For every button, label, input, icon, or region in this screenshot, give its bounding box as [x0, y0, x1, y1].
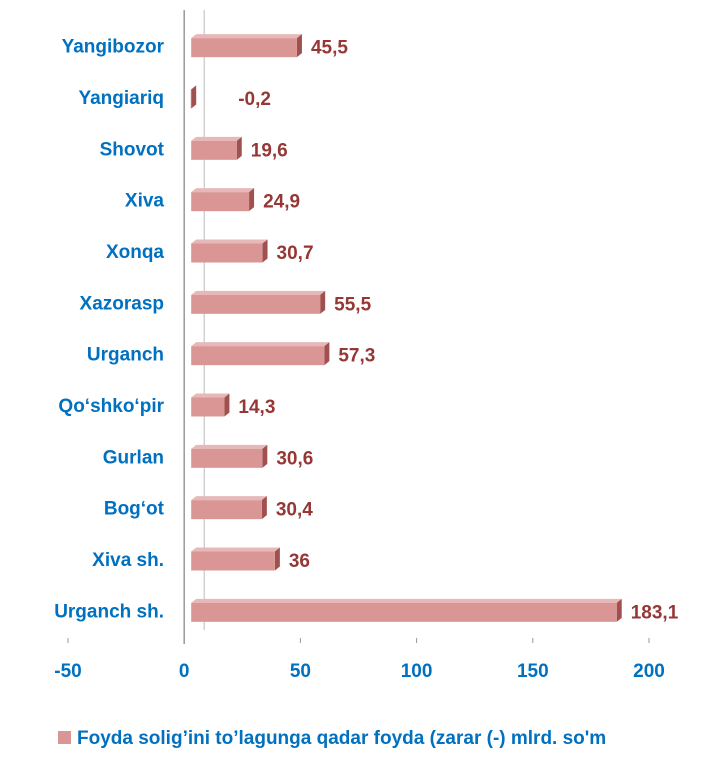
chart: -50 0 50 100 150 200 Yangibozor 45,5 Yangiariq -0…	[54, 10, 679, 682]
x-tick-label: 200	[633, 661, 665, 682]
bar	[191, 551, 275, 571]
category-label: Xonqa	[106, 242, 164, 263]
bar-top	[191, 547, 280, 552]
bar-top	[191, 290, 326, 295]
bar	[191, 500, 262, 520]
bar-side	[296, 34, 302, 58]
legend-key	[58, 731, 71, 744]
bar-side	[616, 598, 622, 622]
value-label: 36	[289, 551, 310, 572]
value-label: 183,1	[631, 602, 679, 623]
bar-side	[262, 444, 268, 468]
bar-top	[191, 496, 267, 501]
value-label: 55,5	[334, 294, 371, 315]
value-label: -0,2	[238, 89, 271, 110]
bar-top	[191, 34, 302, 39]
x-tick-label: 0	[179, 661, 190, 682]
x-tick-label: 50	[290, 661, 311, 682]
bar-top	[191, 393, 230, 398]
bar-side	[249, 188, 255, 212]
bar	[191, 38, 297, 58]
value-label: 30,7	[277, 243, 314, 264]
category-label: Gurlan	[103, 447, 164, 468]
bar-top	[191, 444, 268, 449]
bar-side	[262, 239, 268, 263]
category-label: Xazorasp	[80, 293, 164, 314]
category-label: Xiva	[125, 191, 165, 212]
value-label: 57,3	[338, 346, 375, 367]
category-label: Qo‘shko‘pir	[58, 396, 164, 417]
value-label: 19,6	[251, 140, 288, 161]
bar-side	[236, 136, 242, 160]
bar-top	[191, 239, 268, 244]
category-label: Yangiariq	[78, 88, 164, 109]
bar	[191, 602, 617, 622]
x-tick-label: 100	[401, 661, 433, 682]
value-label: 14,3	[238, 397, 275, 418]
value-label: 30,6	[276, 448, 313, 469]
bar-side	[324, 342, 330, 366]
bar-side	[261, 496, 267, 520]
bar-top	[191, 188, 255, 193]
bar-side	[320, 290, 326, 314]
bar	[191, 294, 321, 314]
category-label: Xiva sh.	[92, 550, 164, 571]
value-label: 45,5	[311, 38, 348, 59]
value-label: 30,4	[276, 500, 313, 521]
legend: Foyda solig’ini to’lagunga qadar foyda (…	[58, 728, 658, 750]
bar	[191, 243, 263, 263]
category-label: Shovot	[100, 139, 165, 160]
value-label: 24,9	[263, 192, 300, 213]
bar-side	[274, 547, 280, 571]
bar	[191, 448, 263, 468]
bar	[191, 346, 325, 366]
bar	[191, 192, 250, 212]
bar-top	[191, 342, 330, 347]
category-label: Urganch sh.	[54, 601, 164, 622]
category-label: Yangibozor	[62, 37, 165, 58]
bar-side	[224, 393, 230, 417]
bar	[191, 140, 237, 160]
bar-top	[191, 598, 622, 603]
bar-side	[191, 85, 197, 109]
bar	[191, 397, 225, 417]
bar-top	[190, 85, 197, 90]
category-label: Urganch	[87, 345, 164, 366]
bar-top	[191, 136, 242, 141]
x-tick-label: -50	[54, 661, 81, 682]
category-label: Bog‘ot	[104, 499, 165, 520]
x-tick-label: 150	[517, 661, 549, 682]
legend-label: Foyda solig’ini to’lagunga qadar foyda (…	[77, 728, 607, 749]
